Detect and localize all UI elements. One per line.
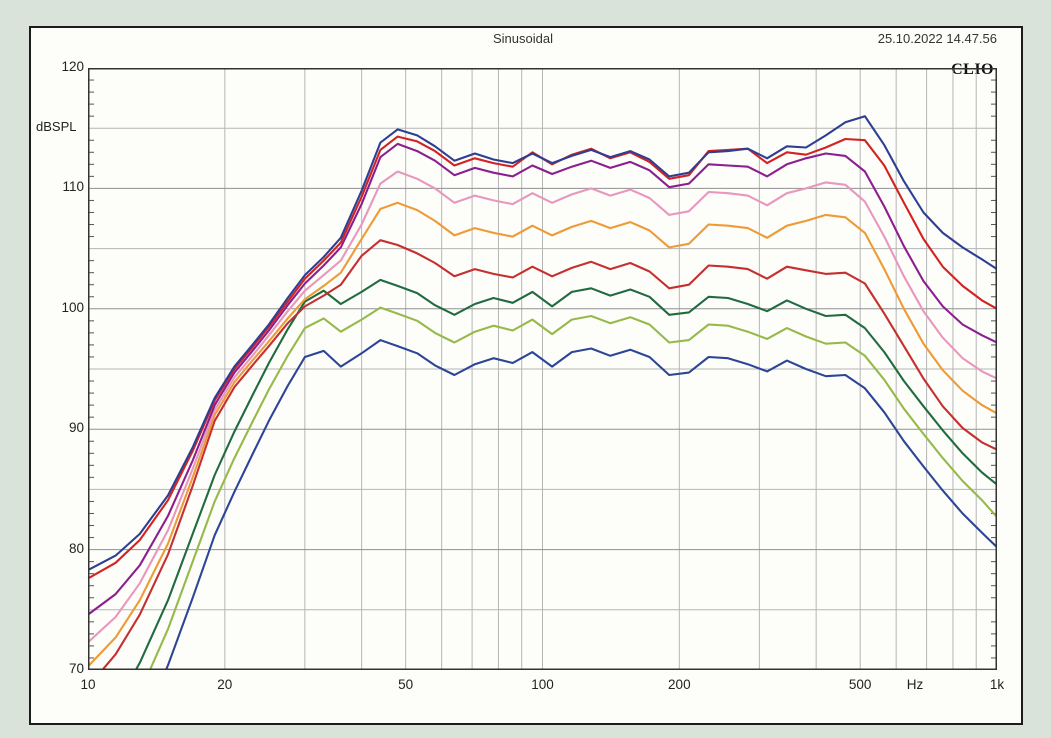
chart-panel	[29, 26, 1023, 725]
chart-title: Sinusoidal	[493, 31, 553, 46]
response-curve-orange	[88, 201, 997, 668]
response-curve-dark-green	[134, 278, 997, 670]
y-tick-label-70: 70	[68, 661, 84, 676]
x-tick-label-500: 500	[848, 677, 872, 692]
x-tick-label-1k: 1k	[989, 677, 1005, 692]
x-axis-unit-label: Hz	[906, 677, 924, 692]
x-tick-label-10: 10	[80, 677, 96, 692]
y-tick-label-80: 80	[68, 540, 84, 556]
response-curve-red-top	[88, 135, 997, 580]
y-axis-unit-label: dBSPL	[36, 119, 77, 134]
x-tick-label-50: 50	[398, 677, 414, 692]
chart-datetime: 25.10.2022 14.47.56	[877, 31, 997, 46]
plot-frame	[88, 68, 997, 670]
y-tick-label-100: 100	[61, 299, 84, 315]
x-tick-label-100: 100	[531, 677, 554, 692]
response-curve-red-mid	[100, 239, 997, 670]
x-tick-label-200: 200	[668, 677, 691, 692]
response-curve-dark-blue-top	[88, 115, 997, 572]
response-curve-purple	[88, 142, 997, 616]
y-tick-label-90: 90	[68, 420, 84, 436]
x-tick-label-20: 20	[217, 677, 233, 692]
response-curve-pink	[88, 170, 997, 644]
y-tick-label-110: 110	[62, 179, 84, 195]
y-tick-label-120: 120	[61, 59, 84, 74]
response-curve-dark-blue-low	[164, 339, 997, 670]
frequency-response-plot	[88, 68, 997, 670]
response-curve-light-green	[148, 306, 997, 670]
